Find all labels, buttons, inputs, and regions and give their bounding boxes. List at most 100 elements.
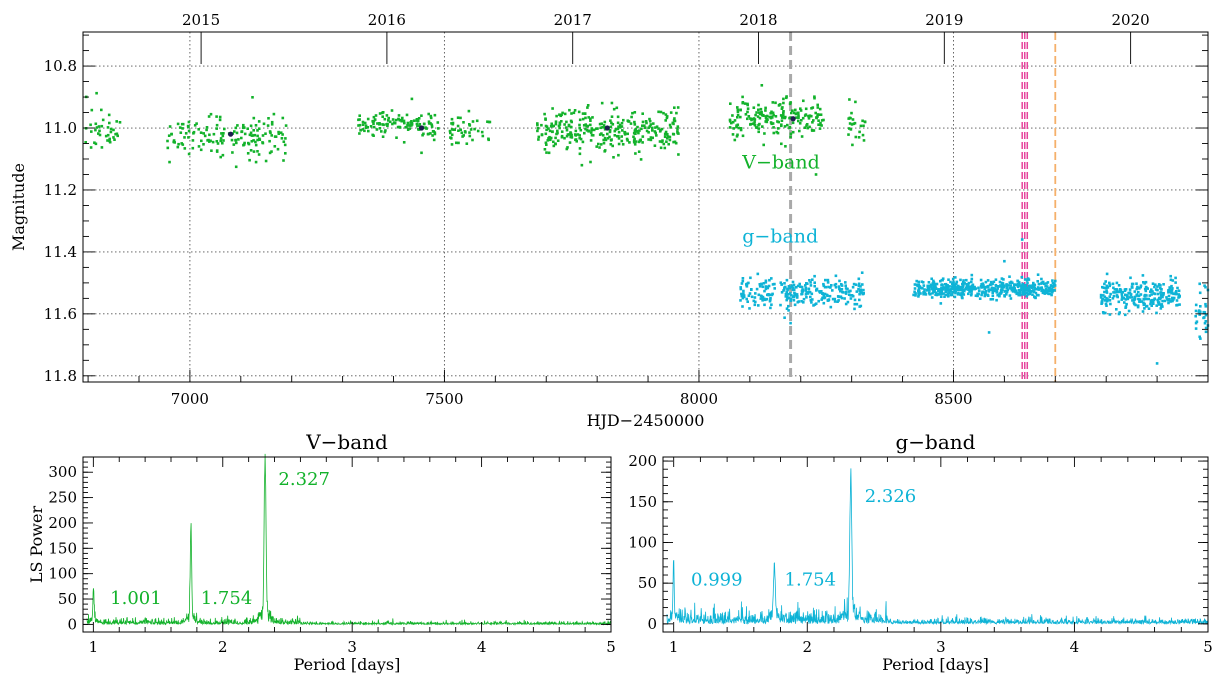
v-band-point [769,112,772,115]
v-band-point [361,123,365,126]
g-band-point [788,286,792,290]
v-band-point [248,133,252,137]
v-band-point [819,113,823,116]
g-band-point [783,286,786,289]
g-band-point [917,287,921,291]
g-band-point [748,307,751,310]
lightcurve-y-tick-label: 11.6 [44,305,77,323]
g-band-point [1167,294,1171,298]
v-band-point [251,96,254,99]
v-band-point [760,110,763,114]
g-band-point [753,296,757,299]
g-band-point [1194,303,1198,307]
v-band-point [669,111,673,114]
g-band-point [1130,285,1134,289]
g-band-point [1001,282,1005,286]
v-band-point [215,123,219,127]
v-band-point [638,129,641,132]
g-band-point [978,297,982,300]
v-band-point [590,127,594,130]
g-band-point [1033,283,1037,287]
g-band-point [1099,296,1103,299]
v-band-point [579,137,583,141]
v-band-point [264,132,267,135]
g-band-point [771,283,775,286]
v-band-point [780,119,784,122]
v-band-point [862,139,866,142]
v-band-point [638,139,642,142]
g-band-point [1024,283,1028,287]
g-band-point [1133,290,1137,293]
g-band-point [1198,282,1201,286]
v-band-point [219,155,222,159]
g-band-point [961,282,964,286]
g-band-point [1027,278,1031,281]
g-band-point [934,293,937,296]
g-band-point [939,290,942,293]
v-band-point [186,124,190,128]
g-band-point [800,285,804,289]
g-band-point [792,283,796,287]
v-band-point [790,111,793,115]
lightcurve-y-axis-label: Magnitude [9,163,28,251]
v-band-point [168,160,171,164]
g-band-point [798,282,801,286]
g-band-point [834,286,838,289]
g-band-point [1133,295,1137,299]
v-band-point [433,113,437,117]
g-band-point [1131,299,1134,302]
v-band-point [94,122,98,126]
v-band-point [95,126,99,129]
v-band-point [554,120,558,123]
v-band-point [772,126,775,129]
v-band-point [584,116,587,120]
g-band-point [833,300,837,303]
v-band-point [659,128,662,132]
v-band-point [100,124,104,128]
g-band-point [932,283,936,287]
v-band-point [854,100,857,104]
v-band-point [166,139,169,143]
g-band-point [792,288,796,292]
g-band-point [1135,287,1138,291]
g-band-point [946,284,949,287]
g-band-point [1112,294,1116,298]
v-band-periodogram-x-axis-label: Period [days] [294,655,401,674]
g-band-point [1106,286,1110,289]
g-band-point [1112,291,1115,294]
g-band-point [1111,297,1115,300]
g-band-point [980,286,983,289]
g-band-point [1101,285,1104,289]
g-band-point [930,285,933,288]
g-band-point [1027,288,1031,292]
g-band-point [840,296,844,300]
g-band-point [1108,281,1111,285]
v-band-point [178,126,182,129]
periodogram-x-tick-label: 3 [936,638,946,656]
g-band-point [940,286,943,290]
g-band-point [851,285,855,289]
g-band-point [852,282,856,286]
g-band-point [967,288,970,291]
v-band-point [250,134,254,137]
g-band-point [1202,310,1206,314]
periodogram-y-tick-label: 200 [628,452,657,470]
v-band-point [764,106,767,110]
g-band-point [1197,310,1201,314]
g-band-point [991,291,994,294]
g-band-point [758,283,762,286]
v-band-point [462,121,465,124]
g-band-point [813,274,816,278]
periodogram-x-tick-label: 4 [1070,638,1080,656]
v-band-point [234,165,238,169]
g-band-point [786,288,789,292]
g-band-point [739,287,743,291]
periodogram-y-tick-label: 250 [48,489,77,507]
g-band-point [1043,292,1047,295]
v-band-point [820,119,824,122]
v-band-point [645,129,649,133]
v-band-point [769,121,773,124]
g-band-point [962,289,965,292]
v-band-point [630,115,633,119]
g-band-point [1149,301,1153,304]
